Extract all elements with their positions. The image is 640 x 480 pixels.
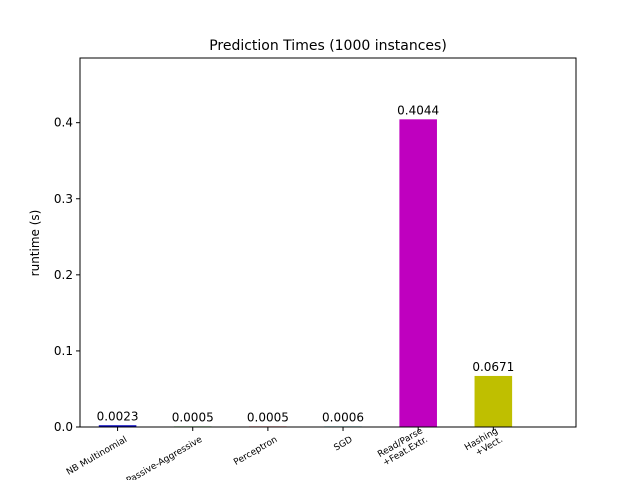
x-tick-label: Hashing+Vect. — [463, 426, 505, 462]
x-tick-label: Read/Parse+Feat.Extr. — [376, 426, 430, 469]
bar — [98, 425, 137, 427]
data-label: 0.4044 — [397, 103, 439, 117]
y-tick-label: 0.2 — [54, 268, 73, 282]
y-tick-label: 0.1 — [54, 344, 73, 358]
chart-title: Prediction Times (1000 instances) — [209, 38, 447, 54]
data-label: 0.0671 — [472, 360, 514, 374]
data-label: 0.0023 — [97, 409, 139, 423]
x-tick-label: Passive-Aggressive — [125, 435, 205, 480]
x-tick-label: SGD — [333, 435, 355, 454]
plot-frame — [79, 57, 577, 428]
y-axis-ticks: 0.0 0.1 0.2 0.3 0.4 — [54, 116, 80, 434]
data-label: 0.0005 — [172, 411, 214, 425]
bar — [474, 375, 513, 427]
y-tick-label: 0.4 — [54, 116, 73, 130]
y-tick-label: 0.0 — [54, 420, 73, 434]
x-tick-label: NB Multinomial — [65, 435, 129, 478]
data-label: 0.0005 — [247, 411, 289, 425]
bar — [399, 119, 437, 427]
y-axis-label: runtime (s) — [28, 210, 42, 277]
y-tick-label: 0.3 — [54, 192, 73, 206]
data-label: 0.0006 — [322, 411, 364, 425]
data-labels: 0.0023 0.0005 0.0005 0.0006 0.4044 0.0671 — [97, 103, 515, 424]
bars-group — [98, 119, 513, 427]
x-tick-label: Perceptron — [232, 435, 279, 468]
